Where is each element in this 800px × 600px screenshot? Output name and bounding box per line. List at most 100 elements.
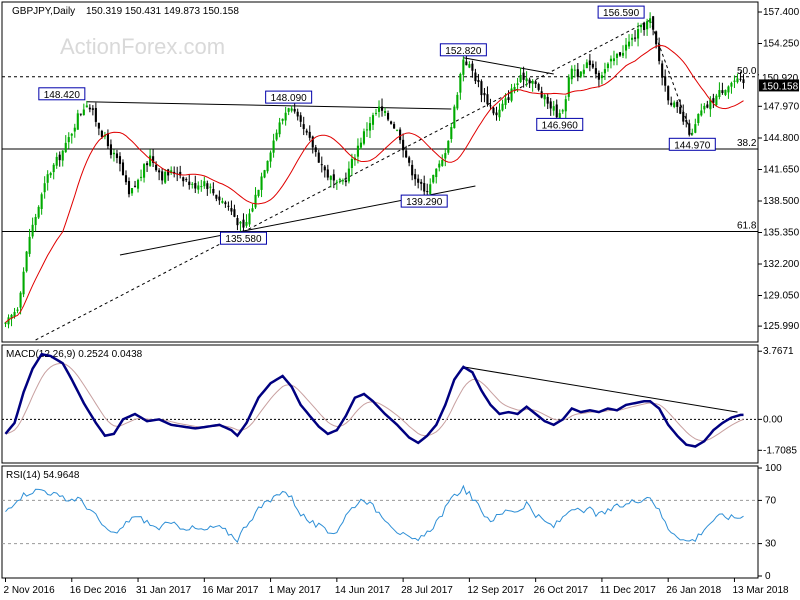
candle-body xyxy=(567,77,570,97)
candle-body xyxy=(618,52,622,56)
candle-body xyxy=(227,205,230,207)
candle-body xyxy=(377,106,381,112)
candle-body xyxy=(236,218,239,226)
candle-body xyxy=(140,176,143,178)
candle-body xyxy=(7,317,10,325)
candle-body xyxy=(477,80,480,83)
candle-body xyxy=(627,41,631,47)
candle-body xyxy=(549,101,552,109)
candle-body xyxy=(155,164,158,171)
candle-body xyxy=(513,86,516,91)
candle-body xyxy=(188,181,191,186)
candle-body xyxy=(272,140,275,153)
candle-body xyxy=(245,221,248,226)
candle-body xyxy=(465,61,468,66)
candle-body xyxy=(459,74,462,93)
candle-body xyxy=(143,164,146,178)
candle-body xyxy=(305,130,308,133)
candle-body xyxy=(22,271,25,295)
price-y-tick-label: 144.800 xyxy=(763,133,800,144)
candle-body xyxy=(152,156,155,163)
candle-body xyxy=(323,166,326,171)
candle-body xyxy=(543,95,546,100)
price-y-tick-label: 132.200 xyxy=(763,259,800,270)
candle-body xyxy=(230,208,233,212)
candle-body xyxy=(332,174,335,181)
candle-body xyxy=(712,98,715,103)
candle-body xyxy=(338,179,341,181)
candle-body xyxy=(649,18,652,23)
candle-body xyxy=(564,99,567,112)
moving-average-line xyxy=(5,44,744,323)
candle-body xyxy=(606,63,609,69)
candle-body xyxy=(537,84,540,90)
candle-body xyxy=(167,169,170,176)
rsi-y-axis: 100 70 30 0 xyxy=(758,463,782,582)
candle-body xyxy=(637,29,640,39)
candle-body xyxy=(371,115,375,125)
candle-body xyxy=(522,72,525,80)
candle-body xyxy=(402,139,405,151)
macd-line xyxy=(4,352,744,448)
candle-body xyxy=(58,154,61,161)
candle-body xyxy=(679,106,682,114)
price-label-text: 148.090 xyxy=(271,93,308,104)
candle-body xyxy=(158,170,161,173)
candle-body xyxy=(471,63,474,71)
candle-body xyxy=(350,159,353,169)
candle-body xyxy=(624,44,628,51)
candle-body xyxy=(28,236,31,254)
candle-body xyxy=(462,59,465,75)
price-label-box xyxy=(668,137,716,151)
candle-body xyxy=(359,142,362,148)
candle-body xyxy=(621,52,625,56)
candle-body xyxy=(79,113,82,115)
fib-value-tag: 150.920 xyxy=(762,73,799,84)
candle-body xyxy=(109,144,112,155)
candle-body xyxy=(643,22,646,31)
price-header-symbol: GBPJPY,Daily xyxy=(12,6,75,17)
candle-body xyxy=(215,194,218,199)
candle-body xyxy=(597,72,600,80)
candle-body xyxy=(365,129,369,131)
price-header-ohlc: 150.319 150.431 149.873 150.158 xyxy=(86,6,239,17)
candle-body xyxy=(326,169,329,178)
candle-body xyxy=(676,101,679,107)
candle-body xyxy=(573,69,576,71)
candle-body xyxy=(133,185,137,187)
candle-body xyxy=(640,25,643,28)
price-labels: 148.420 148.090 135.580 139.290 152.820 146.9… xyxy=(38,5,716,245)
candle-body xyxy=(561,110,564,112)
price-y-tick-label: 141.650 xyxy=(763,165,800,176)
candle-body xyxy=(209,186,212,188)
candle-body xyxy=(417,178,420,183)
candle-body xyxy=(136,179,140,189)
fib-level-label: 50.0 xyxy=(737,66,757,77)
candle-body xyxy=(667,86,670,101)
candle-body xyxy=(646,21,649,30)
candle-body xyxy=(311,136,314,148)
price-label-text: 135.580 xyxy=(225,234,262,245)
candle-body xyxy=(34,217,37,226)
candle-body xyxy=(411,164,414,176)
x-tick-label: 1 May 2017 xyxy=(269,585,322,596)
candle-body xyxy=(43,183,46,193)
candle-body xyxy=(525,78,528,82)
rsi-y-tick-label: 0 xyxy=(765,571,771,582)
candle-body xyxy=(682,111,685,122)
candle-body xyxy=(724,89,727,95)
candle-body xyxy=(495,112,498,116)
candle-body xyxy=(341,180,344,182)
candle-body xyxy=(64,142,67,153)
candle-body xyxy=(600,75,603,79)
current-price-tag-bg xyxy=(759,79,799,92)
candle-body xyxy=(13,311,16,317)
x-tick-label: 31 Jan 2017 xyxy=(136,585,191,596)
candle-body xyxy=(290,108,293,111)
candle-body xyxy=(124,175,128,183)
candle-body xyxy=(308,131,311,138)
candle-body xyxy=(697,113,700,124)
candle-body xyxy=(742,79,745,84)
candle-body xyxy=(55,156,58,166)
rsi-line xyxy=(5,484,744,544)
